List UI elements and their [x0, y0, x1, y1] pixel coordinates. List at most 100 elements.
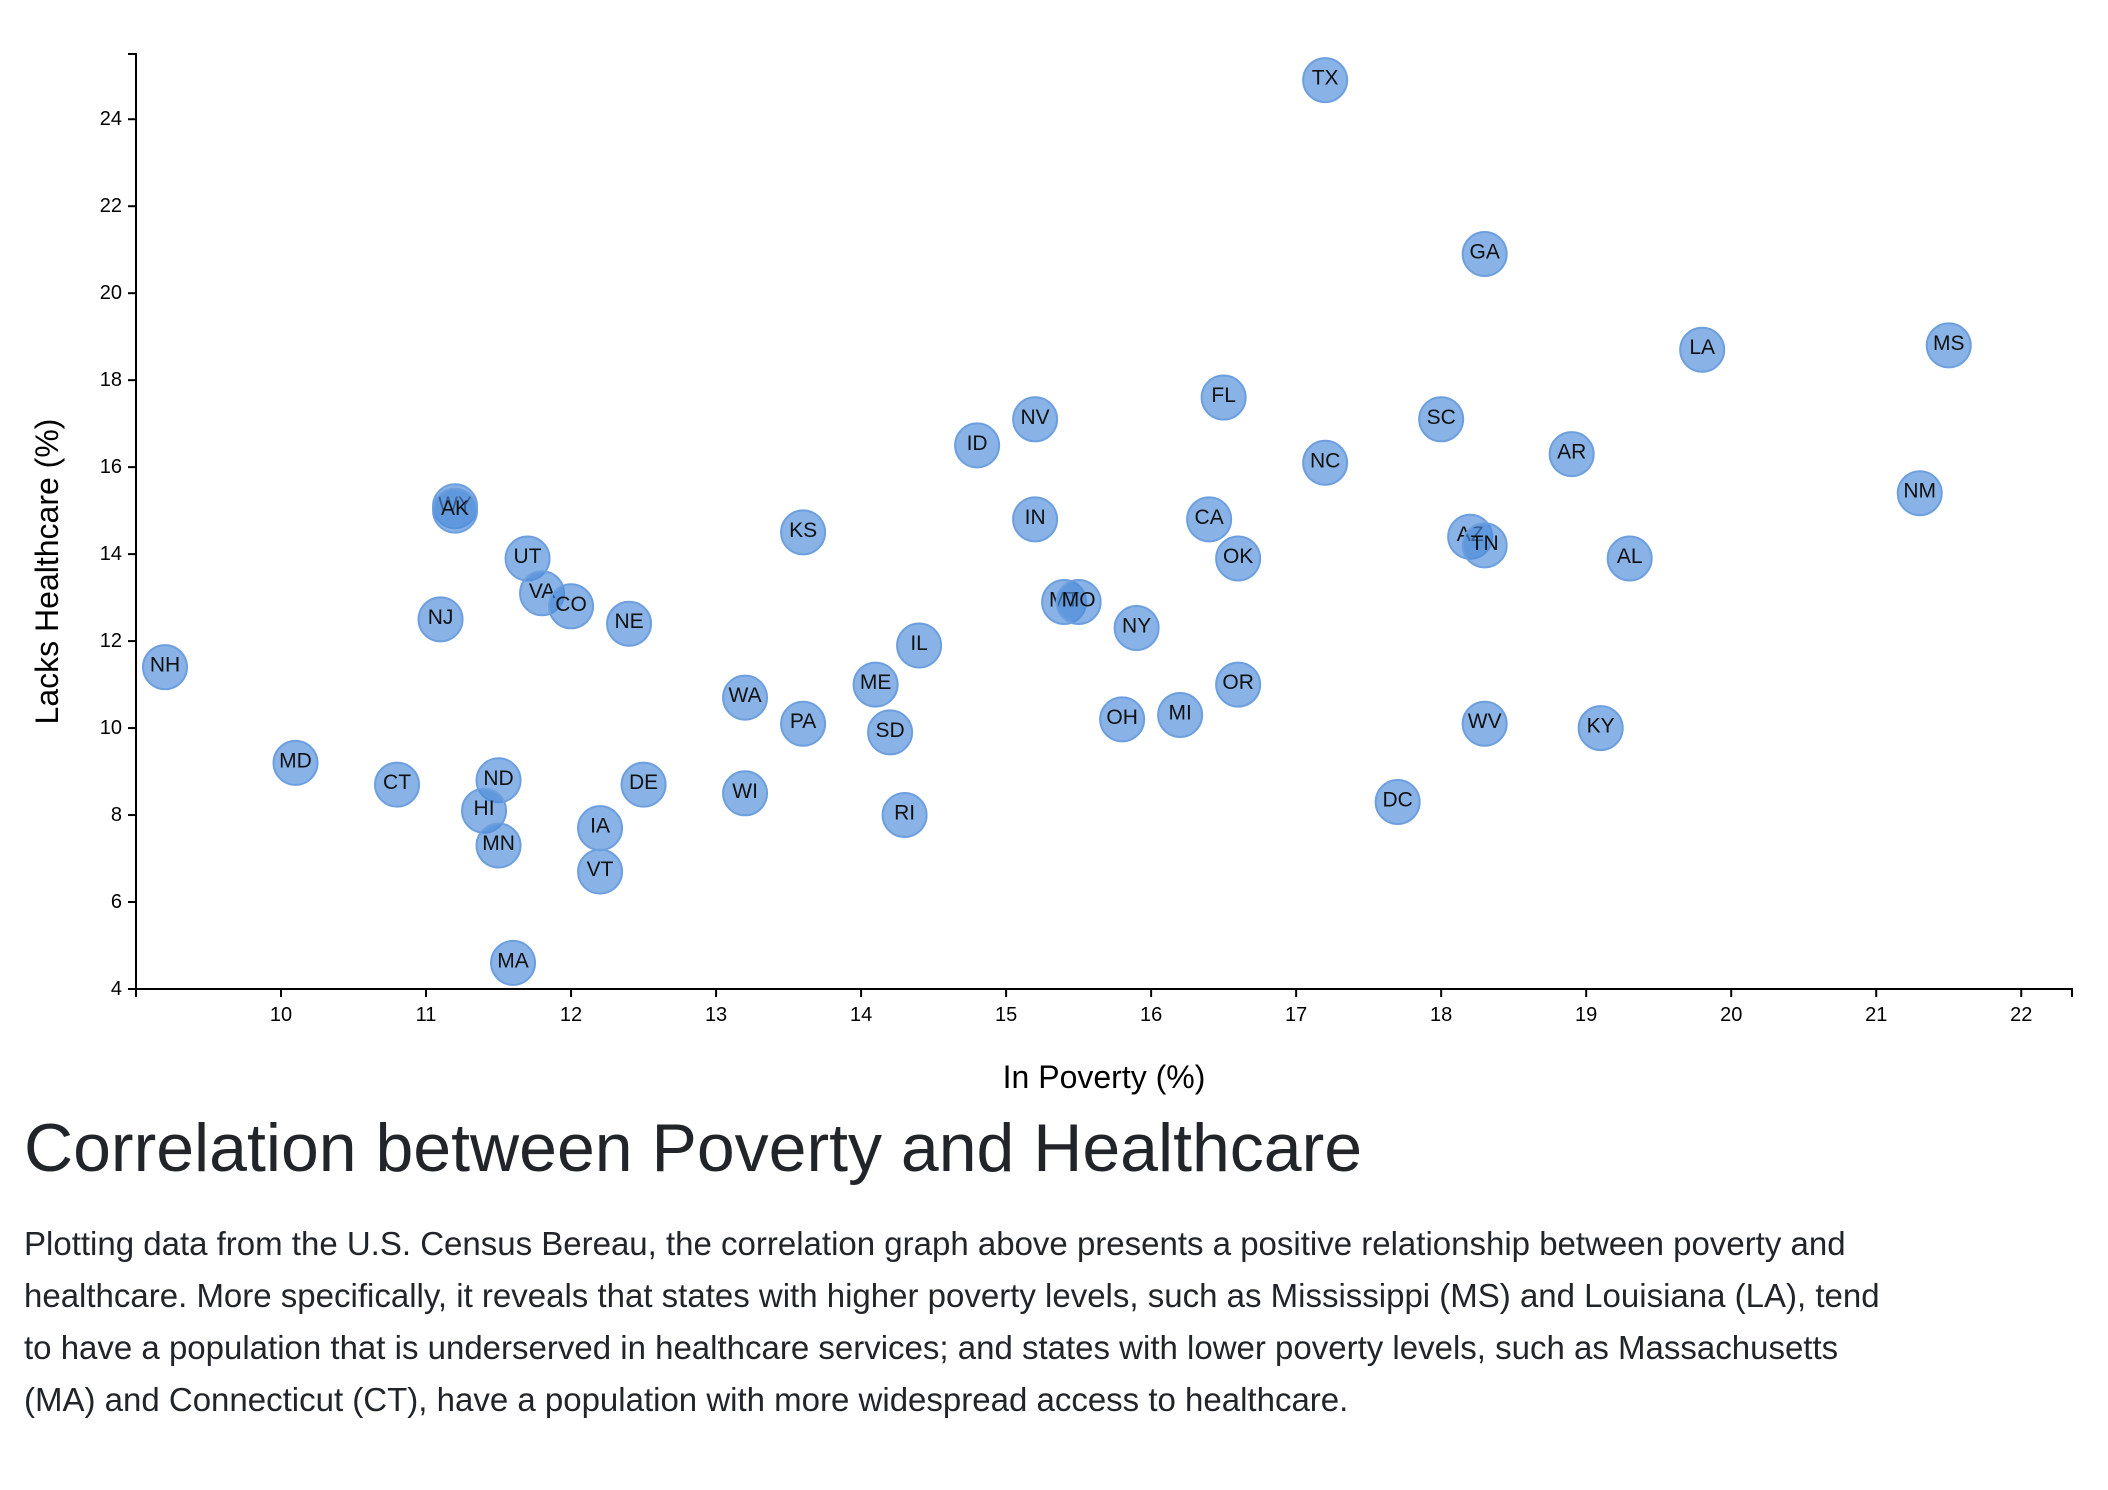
state-marker[interactable] — [1418, 396, 1465, 443]
x-tick-label: 21 — [1865, 1004, 1887, 1026]
state-marker[interactable] — [620, 761, 667, 808]
state-marker[interactable] — [1374, 779, 1421, 825]
state-marker[interactable] — [1461, 522, 1508, 569]
state-point-la[interactable]: LA — [1679, 326, 1726, 373]
state-marker[interactable] — [896, 622, 943, 669]
state-marker[interactable] — [1012, 396, 1059, 443]
state-marker[interactable] — [1215, 661, 1262, 708]
state-marker[interactable] — [475, 822, 522, 869]
state-label: WV — [1468, 710, 1502, 733]
state-marker[interactable] — [142, 644, 189, 691]
state-point-ak[interactable]: AK — [432, 487, 479, 534]
state-point-id[interactable]: ID — [954, 422, 1001, 469]
state-point-ks[interactable]: KS — [780, 509, 827, 556]
state-marker[interactable] — [722, 674, 769, 721]
state-point-wa[interactable]: WA — [722, 674, 769, 721]
state-point-nh[interactable]: NH — [142, 644, 189, 691]
state-label: CA — [1195, 506, 1224, 529]
state-point-ne[interactable]: NE — [606, 600, 653, 647]
state-point-ri[interactable]: RI — [881, 792, 928, 839]
state-point-in[interactable]: IN — [1012, 496, 1059, 543]
state-point-sc[interactable]: SC — [1418, 396, 1465, 443]
state-marker[interactable] — [1055, 578, 1102, 625]
state-marker[interactable] — [606, 600, 653, 647]
state-point-md[interactable]: MD — [272, 739, 319, 786]
state-point-ct[interactable]: CT — [374, 761, 421, 808]
state-marker[interactable] — [1461, 700, 1508, 747]
state-marker[interactable] — [1896, 470, 1943, 517]
state-point-ut[interactable]: UT — [504, 535, 551, 582]
state-marker[interactable] — [954, 422, 1001, 469]
y-tick-label: 24 — [100, 108, 122, 130]
state-marker[interactable] — [548, 583, 595, 630]
state-point-nm[interactable]: NM — [1896, 470, 1943, 517]
state-marker[interactable] — [1113, 605, 1160, 652]
state-point-nv[interactable]: NV — [1012, 396, 1059, 443]
state-marker[interactable] — [272, 739, 319, 786]
state-marker[interactable] — [780, 700, 827, 747]
state-point-or[interactable]: OR — [1215, 661, 1262, 708]
state-point-de[interactable]: DE — [620, 761, 667, 808]
state-point-fl[interactable]: FL — [1200, 374, 1247, 421]
state-point-oh[interactable]: OH — [1099, 696, 1146, 743]
state-marker[interactable] — [1215, 535, 1262, 582]
state-point-ia[interactable]: IA — [577, 805, 624, 852]
state-point-dc[interactable]: DC — [1374, 779, 1421, 825]
state-label: DE — [629, 771, 658, 794]
state-marker[interactable] — [1099, 696, 1146, 743]
state-marker[interactable] — [1606, 535, 1653, 582]
state-point-sd[interactable]: SD — [867, 709, 914, 756]
state-point-pa[interactable]: PA — [780, 700, 827, 747]
state-point-mn[interactable]: MN — [475, 822, 522, 869]
state-point-tx[interactable]: TX — [1302, 57, 1349, 104]
state-marker[interactable] — [1302, 57, 1349, 104]
state-marker[interactable] — [780, 509, 827, 556]
state-point-ar[interactable]: AR — [1548, 431, 1595, 478]
state-point-wv[interactable]: WV — [1461, 700, 1508, 747]
state-marker[interactable] — [1157, 692, 1204, 739]
state-point-tn[interactable]: TN — [1461, 522, 1508, 569]
state-point-co[interactable]: CO — [548, 583, 595, 630]
state-point-ok[interactable]: OK — [1215, 535, 1262, 582]
state-marker[interactable] — [852, 661, 899, 708]
state-point-nc[interactable]: NC — [1302, 439, 1349, 486]
state-marker[interactable] — [1577, 705, 1624, 752]
state-label: MA — [497, 949, 529, 972]
state-marker[interactable] — [1679, 326, 1726, 373]
state-point-wi[interactable]: WI — [722, 770, 769, 817]
state-marker[interactable] — [490, 939, 537, 986]
state-point-ny[interactable]: NY — [1113, 605, 1160, 652]
state-marker[interactable] — [1302, 439, 1349, 486]
state-marker[interactable] — [374, 761, 421, 808]
state-marker[interactable] — [417, 596, 464, 643]
state-marker[interactable] — [1925, 322, 1972, 369]
state-point-mi[interactable]: MI — [1157, 692, 1204, 739]
state-marker[interactable] — [1461, 231, 1508, 278]
state-marker[interactable] — [867, 709, 914, 756]
state-label: AK — [441, 497, 469, 520]
state-point-ms[interactable]: MS — [1925, 322, 1972, 369]
state-marker[interactable] — [722, 770, 769, 817]
state-point-ca[interactable]: CA — [1186, 496, 1233, 543]
x-axis-title: In Poverty (%) — [1003, 1059, 1206, 1095]
y-tick-label: 16 — [100, 456, 122, 478]
state-point-me[interactable]: ME — [852, 661, 899, 708]
state-marker[interactable] — [577, 848, 624, 895]
state-point-al[interactable]: AL — [1606, 535, 1653, 582]
state-marker[interactable] — [1186, 496, 1233, 543]
state-label: NC — [1310, 449, 1340, 472]
state-label: IA — [590, 815, 610, 838]
state-point-vt[interactable]: VT — [577, 848, 624, 895]
state-point-il[interactable]: IL — [896, 622, 943, 669]
state-marker[interactable] — [1012, 496, 1059, 543]
state-point-ma[interactable]: MA — [490, 939, 537, 986]
state-point-nj[interactable]: NJ — [417, 596, 464, 643]
state-label: DC — [1382, 789, 1412, 812]
state-point-ky[interactable]: KY — [1577, 705, 1624, 752]
state-point-ga[interactable]: GA — [1461, 231, 1508, 278]
state-point-mo[interactable]: MO — [1055, 578, 1102, 625]
state-marker[interactable] — [432, 487, 479, 534]
state-marker[interactable] — [1548, 431, 1595, 478]
state-marker[interactable] — [1200, 374, 1247, 421]
state-marker[interactable] — [881, 792, 928, 839]
